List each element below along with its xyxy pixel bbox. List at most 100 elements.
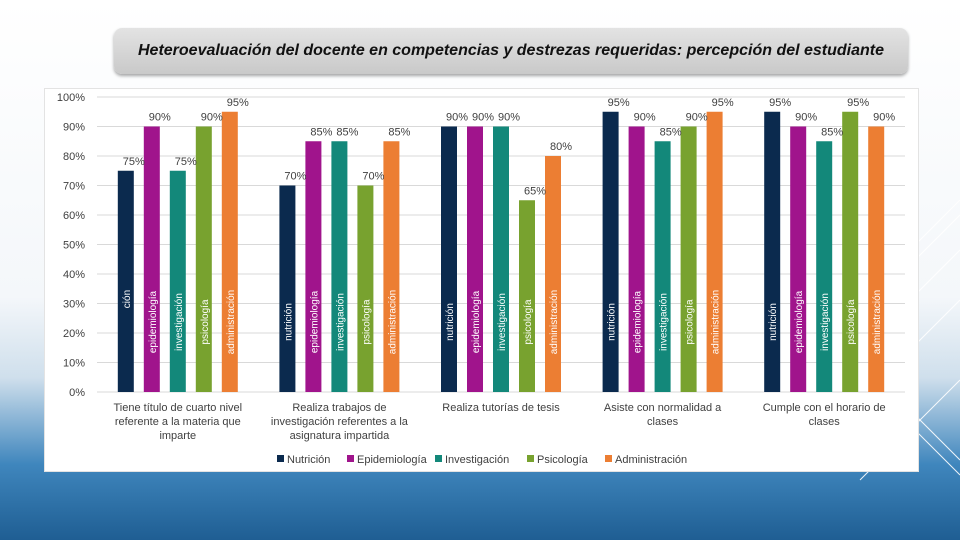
bar-epidemiologia xyxy=(790,126,807,392)
legend-swatch-investigacion xyxy=(435,455,442,462)
bar-inner-label: administración xyxy=(872,290,883,354)
bar-nutricion xyxy=(117,170,134,392)
bar-administracion xyxy=(383,141,400,392)
y-axis-ticks: 0% 10% 20% 30% 40% 50% 60% 70% 80% 90% 100% xyxy=(57,92,85,399)
bar-chart: 0% 10% 20% 30% 40% 50% 60% 70% 80% 90% 100% ción ep… xyxy=(57,92,905,466)
legend-label: Investigación xyxy=(445,454,509,466)
data-label: 85% xyxy=(388,126,410,138)
bar-investigacion xyxy=(331,141,348,392)
y-tick-label: 80% xyxy=(63,151,85,163)
data-label: 80% xyxy=(550,141,572,153)
data-label: 70% xyxy=(362,171,384,183)
bar-psicologia xyxy=(680,126,697,392)
bar-inner-label: psicología xyxy=(200,299,211,344)
legend-swatch-psicologia xyxy=(527,455,534,462)
legend-label: Psicología xyxy=(537,454,589,466)
legend-label: Nutrición xyxy=(287,454,330,466)
x-axis-categories: Tiene título de cuarto nivel referente a … xyxy=(113,402,885,442)
bar-inner-label: investigación xyxy=(820,293,831,351)
data-label: 85% xyxy=(821,126,843,138)
category-label: clases xyxy=(809,416,841,428)
data-label: 90% xyxy=(795,112,817,124)
bar-inner-label: epidemiología xyxy=(633,290,644,353)
data-label: 65% xyxy=(524,185,546,197)
bar-inner-label: nutrición xyxy=(768,303,779,341)
category-label: Tiene título de cuarto nivel xyxy=(113,402,242,414)
category-label: investigación referentes a la xyxy=(271,416,409,428)
bars xyxy=(117,111,885,392)
slide-title: Heteroevaluación del docente en competen… xyxy=(137,42,885,59)
y-tick-label: 10% xyxy=(63,358,85,370)
bar-administracion xyxy=(545,156,561,392)
bar-inner-label: administración xyxy=(226,290,237,354)
bar-inner-label: nutrición xyxy=(607,303,618,341)
data-label: 90% xyxy=(472,112,494,124)
bar-investigacion xyxy=(816,141,833,392)
data-label: 90% xyxy=(873,112,895,124)
category-label: Cumple con el horario de xyxy=(763,402,886,414)
bar-inner-labels: ción epidemiología investigación psicología… xyxy=(122,290,883,354)
bar-inner-label: administración xyxy=(711,290,722,354)
data-label: 75% xyxy=(175,156,197,168)
bar-inner-label: epidemiología xyxy=(794,290,805,353)
category-label: asignatura impartida xyxy=(290,430,391,442)
category-label: imparte xyxy=(159,430,196,442)
data-label: 90% xyxy=(634,112,656,124)
y-tick-label: 60% xyxy=(63,210,85,222)
bar-administracion xyxy=(221,111,238,392)
bar-inner-label: epidemiología xyxy=(148,290,159,353)
bar-inner-label: investigación xyxy=(659,293,670,351)
data-label: 90% xyxy=(201,112,223,124)
bar-psicologia xyxy=(842,111,859,392)
data-label: 85% xyxy=(660,126,682,138)
bar-investigacion xyxy=(654,141,671,392)
slide-title-bar: Heteroevaluación del docente en competen… xyxy=(114,28,908,74)
legend: Nutrición Epidemiología Investigación Psico… xyxy=(277,454,687,466)
bar-inner-label: psicología xyxy=(846,299,857,344)
data-label: 95% xyxy=(227,97,249,109)
bar-psicologia xyxy=(519,200,535,392)
y-tick-label: 90% xyxy=(63,122,85,134)
y-tick-label: 20% xyxy=(63,328,85,340)
legend-label: Epidemiología xyxy=(357,454,428,466)
bar-inner-label: administración xyxy=(387,290,398,354)
category-label: Asiste con normalidad a xyxy=(604,402,722,414)
legend-label: Administración xyxy=(615,454,687,466)
data-label: 90% xyxy=(686,112,708,124)
bar-nutricion xyxy=(279,185,296,392)
data-label: 70% xyxy=(284,171,306,183)
legend-swatch-administracion xyxy=(605,455,612,462)
data-label: 90% xyxy=(149,112,171,124)
data-label: 95% xyxy=(712,97,734,109)
category-label: clases xyxy=(647,416,679,428)
bar-inner-label: investigación xyxy=(335,293,346,351)
bar-psicologia xyxy=(357,185,374,392)
bar-epidemiologia xyxy=(143,126,160,392)
bar-nutricion xyxy=(441,126,457,392)
bar-inner-label: psicología xyxy=(361,299,372,344)
bar-inner-label: epidemiología xyxy=(471,290,482,353)
data-label: 95% xyxy=(847,97,869,109)
bar-inner-label: nutrición xyxy=(283,303,294,341)
bar-nutricion xyxy=(602,111,619,392)
bar-inner-label: psicología xyxy=(523,299,534,344)
data-label: 85% xyxy=(310,126,332,138)
y-tick-label: 70% xyxy=(63,181,85,193)
category-label: Realiza tutorías de tesis xyxy=(442,402,560,414)
bar-psicologia xyxy=(195,126,212,392)
bar-inner-label: administración xyxy=(549,290,560,354)
y-tick-label: 100% xyxy=(57,92,85,104)
y-tick-label: 50% xyxy=(63,240,85,252)
bar-inner-label: investigación xyxy=(497,293,508,351)
bar-inner-label: nutrición xyxy=(445,303,456,341)
bar-inner-label: psicología xyxy=(685,299,696,344)
bar-inner-label: epidemiología xyxy=(309,290,320,353)
bar-inner-label: investigación xyxy=(174,293,185,351)
y-tick-label: 30% xyxy=(63,299,85,311)
legend-swatch-nutricion xyxy=(277,455,284,462)
category-label: referente a la materia que xyxy=(115,416,241,428)
y-tick-label: 40% xyxy=(63,269,85,281)
data-labels: 75% 90% 75% 90% 95% 70% 85% 85% 70% 85% 90% 90% 90% 6… xyxy=(123,97,896,198)
bar-nutricion xyxy=(764,111,781,392)
data-label: 85% xyxy=(336,126,358,138)
